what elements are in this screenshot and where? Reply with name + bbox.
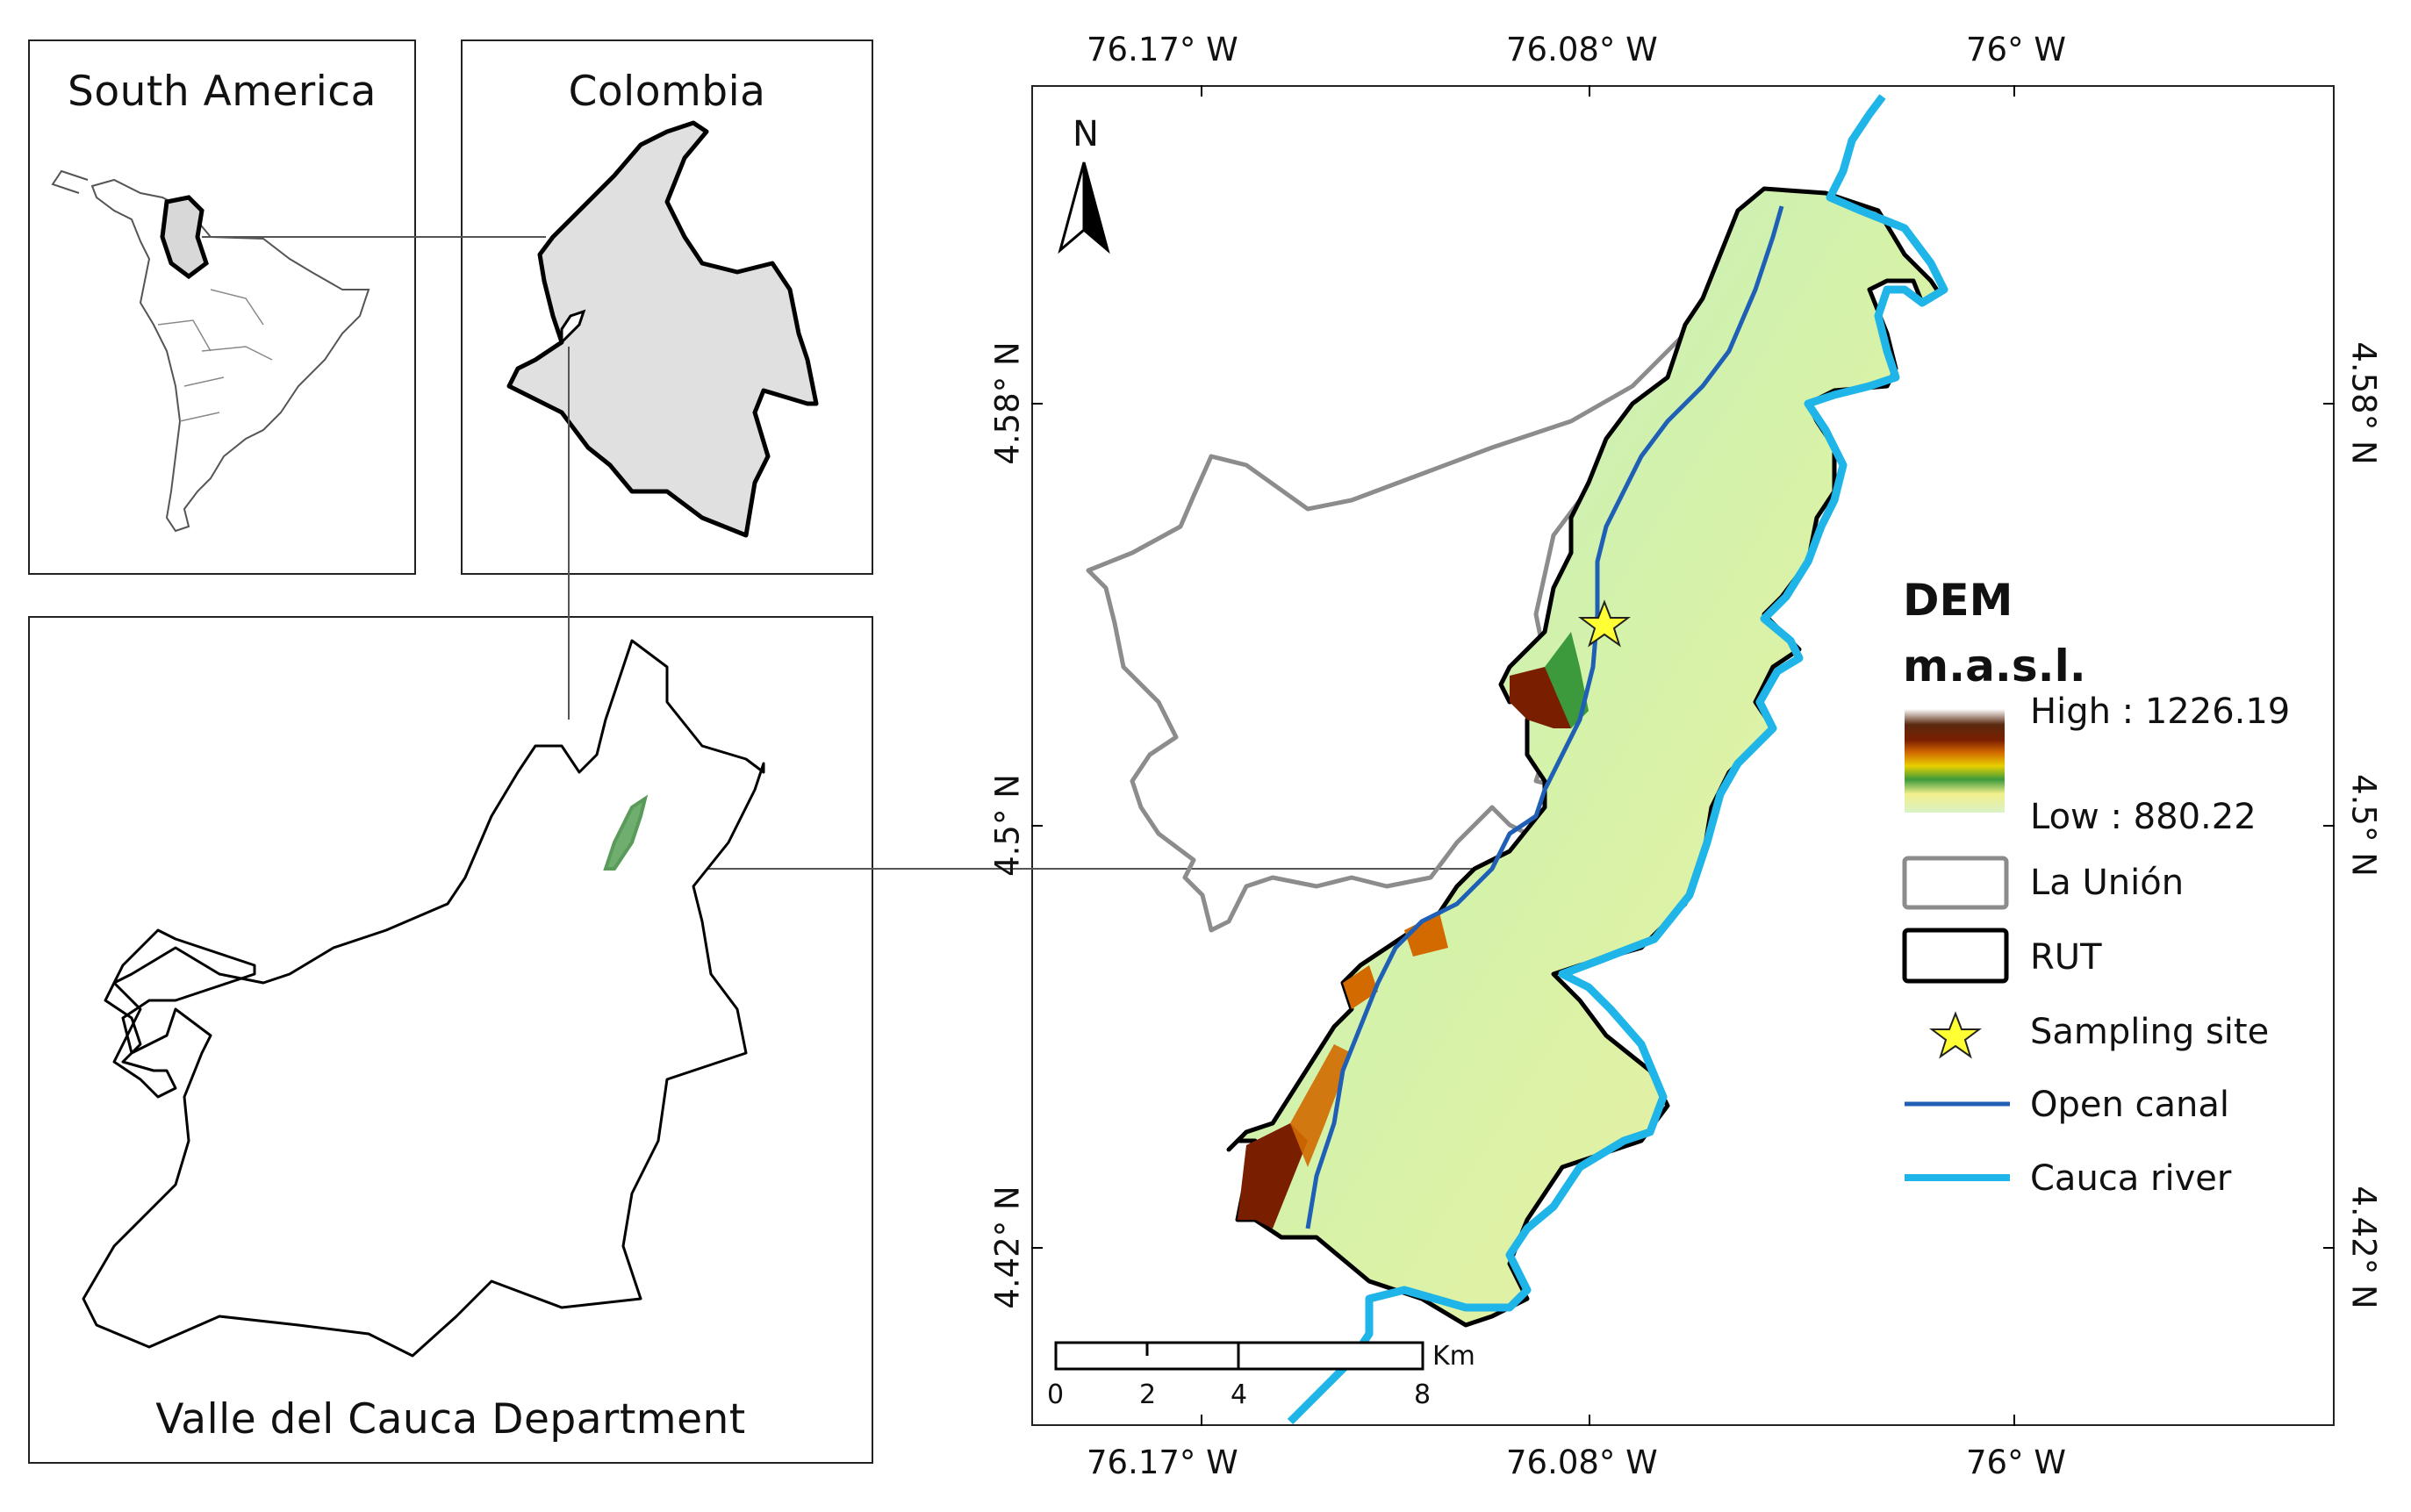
- legend-dem-ramp: [1905, 709, 2005, 813]
- south-america-map: [51, 169, 370, 533]
- right-lat-label-3: 4.42° N: [2344, 1186, 2383, 1309]
- open-canal-line: [1305, 205, 1784, 1229]
- right-lat-label-2: 4.5° N: [2344, 774, 2383, 877]
- scale-tick-4: 4: [1231, 1379, 1248, 1410]
- scale-bar: [1054, 1341, 1424, 1371]
- south-america-inset: South America: [28, 39, 416, 575]
- legend-rut-swatch: [1902, 928, 2009, 984]
- left-lat-label-2: 4.5° N: [988, 774, 1027, 877]
- rut-polygon: [1226, 186, 1942, 1328]
- legend-low-label: Low : 880.22: [2030, 797, 2257, 837]
- scale-tick-8: 8: [1414, 1379, 1432, 1410]
- scale-tick-2: 2: [1139, 1379, 1157, 1410]
- top-lon-label-3: 76° W: [1966, 31, 2066, 68]
- north-arrow-icon: [1058, 161, 1110, 254]
- north-label: N: [1073, 114, 1099, 154]
- legend-title-dem: DEM: [1903, 575, 2013, 626]
- legend-sampling-label: Sampling site: [2030, 1012, 2270, 1052]
- legend-sampling-star: [1929, 1011, 1982, 1059]
- colombia-shape: [506, 120, 819, 538]
- rut-small: [603, 794, 649, 871]
- top-lon-label-2: 76.08° W: [1506, 31, 1658, 68]
- left-lat-label-1: 4.58° N: [988, 341, 1027, 465]
- valle-department-outline: [82, 639, 765, 1358]
- graticule-ticks: [1031, 85, 2335, 1426]
- colombia-highlight-small: [160, 195, 209, 280]
- south-america-title: South America: [68, 68, 377, 116]
- bottom-lon-label-3: 76° W: [1966, 1444, 2066, 1481]
- colombia-title: Colombia: [568, 68, 766, 116]
- left-lat-label-3: 4.42° N: [988, 1186, 1027, 1309]
- top-lon-label-1: 76.17° W: [1087, 31, 1238, 68]
- legend-rut-label: RUT: [2030, 937, 2102, 978]
- scale-tick-0: 0: [1047, 1379, 1065, 1410]
- legend-canal-label: Open canal: [2030, 1085, 2230, 1125]
- legend-la-union-label: La Unión: [2030, 863, 2185, 903]
- scale-unit: Km: [1432, 1341, 1475, 1372]
- legend-la-union-swatch: [1902, 856, 2009, 910]
- sampling-site-star: [1578, 599, 1631, 648]
- connector-lines: [202, 236, 1488, 870]
- legend-high-label: High : 1226.19: [2030, 692, 2291, 732]
- legend-title-units: m.a.s.l.: [1903, 641, 2086, 692]
- dem-high-patches: [1238, 632, 1589, 1229]
- legend-river-label: Cauca river: [2030, 1158, 2232, 1199]
- valle-title: Valle del Cauca Department: [155, 1395, 746, 1444]
- right-lat-label-1: 4.58° N: [2344, 341, 2383, 465]
- bottom-lon-label-2: 76.08° W: [1506, 1444, 1658, 1481]
- bottom-lon-label-1: 76.17° W: [1087, 1444, 1238, 1481]
- colombia-department-valle-small: [560, 309, 586, 346]
- cauca-river-line: [1287, 94, 1948, 1425]
